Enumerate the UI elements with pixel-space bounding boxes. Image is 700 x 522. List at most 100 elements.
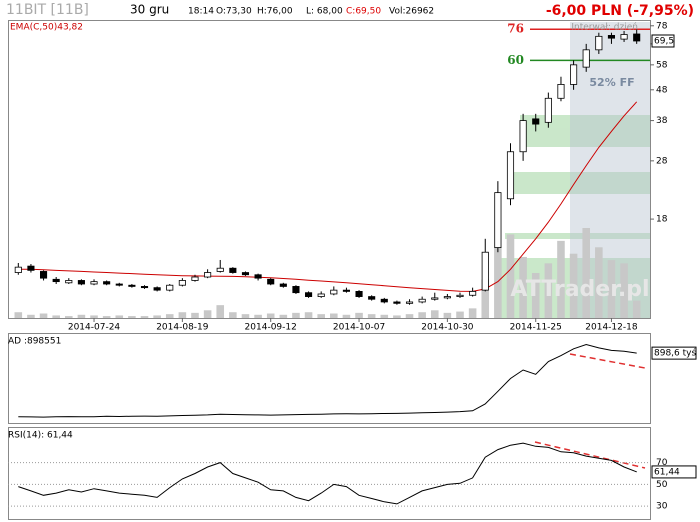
volume-bar [620,263,628,318]
candle-body [431,297,439,300]
volume-bar [39,313,48,318]
ff-label: 52% FF [589,76,634,89]
y-tick-label: 78 [656,21,668,31]
volume-bar [557,240,565,318]
candle-body [544,97,552,123]
volume-bar [607,260,616,318]
volume-bar [165,314,174,318]
candle-body [254,274,262,279]
y-tick-label: 38 [656,116,668,126]
volume-bar [468,308,477,318]
ema-label: EMA(C,50)43,82 [10,23,83,33]
volume-bar [178,312,187,318]
volume-bar [203,310,212,318]
volume-bar [254,314,262,318]
candle-body [494,192,502,248]
volume-bar [569,253,578,318]
indicator-name: AD :898551 [8,337,61,347]
candle-body [570,64,578,85]
volume-bar [342,314,351,318]
volume-bar [355,312,363,318]
x-tick-label: 2014-07-24 [68,323,121,333]
x-tick-label: 2014-08-19 [156,323,209,333]
x-tick-label: 2014-10-07 [333,323,385,333]
ema-line [18,101,638,292]
volume-bar [77,314,86,318]
candle-body [90,281,98,285]
volume-bar [229,312,237,318]
volume-bar [292,312,300,318]
volume-bar [140,316,149,318]
rsi-trendline [534,441,646,469]
candle-body [52,278,60,283]
y-tick-label: 58 [656,60,668,70]
candle-body [443,296,451,299]
y-tick-label: 50 [656,480,668,490]
volume-bar [531,273,540,318]
volume-bar [443,312,452,318]
date: 30 gru [130,3,169,17]
time: 18:14 [188,7,214,17]
x-tick-label: 2014-12-18 [585,323,638,333]
volume-bar [241,314,250,318]
volume-bar [191,312,199,318]
candle-body [481,251,489,291]
x-tick-label: 2014-11-25 [510,323,562,333]
close: C:69,50 [346,7,381,17]
volume-bar [632,300,641,318]
candle-body [14,266,22,273]
watermark: ATTrader.pl [510,277,649,302]
volume-bar [330,313,338,318]
volume-bar [544,263,553,318]
last-price-label: 69,5 [654,36,674,46]
volume: Vol:26962 [389,7,434,17]
candle-body [595,35,603,51]
candle-body [204,272,212,278]
candle-body [65,280,73,284]
candle-body [506,151,515,200]
candle-body [330,289,338,295]
candle-body [241,272,250,276]
last-value-label: 898,6 tyś [654,348,696,359]
volume-bar [102,316,111,318]
volume-bar [393,315,401,318]
candle-body [305,292,313,297]
volume-bar [595,247,603,318]
volume-bar [317,314,325,318]
candle-body [178,280,186,286]
interval-label: Interwał: dzień [571,23,638,33]
volume-bar [304,312,313,318]
ticker: 11BIT [11B] [6,2,89,18]
candle-body [380,298,388,303]
volume-bar [153,315,161,318]
indicator-name: RSI(14): 61,44 [8,431,73,441]
volume-bar [380,314,389,318]
candle-body [216,267,224,272]
candle-body [292,286,300,294]
candle-body [103,281,111,285]
volume-bar [65,316,73,318]
change: -6,00 PLN (-7,95%) [546,3,694,19]
candle-body [532,118,540,125]
volume-bar [266,313,275,318]
y-tick-label: 18 [656,215,668,225]
candle-body [267,278,275,285]
candle-body [582,49,590,68]
volume-bar [481,279,490,318]
indicator-line [18,343,637,418]
last-value-tag [651,346,697,360]
candle-body [456,294,464,297]
candle-body [77,280,85,285]
y-tick-label: 30 [656,502,668,512]
volume-bar [582,228,590,318]
candle-body [469,291,477,296]
ad-trendline [569,353,646,369]
candle-body [166,284,174,291]
candle-body [153,287,161,291]
candle-body [39,271,48,279]
candle-body [342,289,350,292]
high: H:76,00 [257,7,293,17]
level-label: 76 [507,22,524,36]
candle-body [317,293,325,297]
candle-body [355,291,363,297]
